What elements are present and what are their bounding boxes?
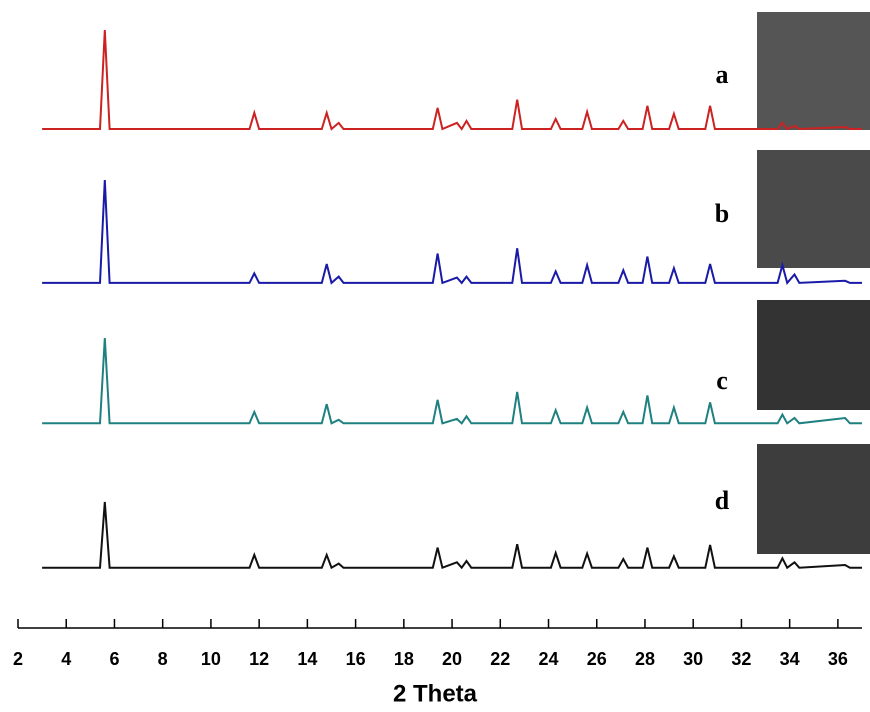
x-tick-label: 18 xyxy=(394,649,414,669)
xrd-pattern xyxy=(42,337,862,425)
x-tick-label: 12 xyxy=(249,649,269,669)
series-label: a xyxy=(716,60,729,89)
x-tick-label: 20 xyxy=(442,649,462,669)
x-tick-label: 4 xyxy=(61,649,71,669)
x-tick-label: 10 xyxy=(201,649,221,669)
sem-image xyxy=(757,300,870,410)
xrd-pattern xyxy=(42,29,862,131)
xrd-pattern xyxy=(42,501,862,570)
sem-image xyxy=(757,12,870,130)
series-label: c xyxy=(716,366,728,395)
x-tick-label: 14 xyxy=(297,649,317,669)
x-tick-label: 28 xyxy=(635,649,655,669)
x-tick-label: 24 xyxy=(538,649,558,669)
x-axis-label: 2 Theta xyxy=(393,680,478,707)
x-tick-label: 2 xyxy=(13,649,23,669)
series-label: b xyxy=(715,199,729,228)
x-tick-label: 36 xyxy=(828,649,848,669)
sem-images xyxy=(757,12,870,554)
x-tick-label: 16 xyxy=(346,649,366,669)
sem-image xyxy=(757,444,870,554)
x-tick-label: 6 xyxy=(109,649,119,669)
sem-image xyxy=(757,150,870,268)
x-tick-label: 8 xyxy=(158,649,168,669)
series-label: d xyxy=(715,486,730,515)
x-tick-label: 32 xyxy=(731,649,751,669)
x-tick-label: 34 xyxy=(780,649,800,669)
x-tick-label: 26 xyxy=(587,649,607,669)
xrd-pattern xyxy=(42,179,862,285)
x-tick-label: 22 xyxy=(490,649,510,669)
x-tick-label: 30 xyxy=(683,649,703,669)
